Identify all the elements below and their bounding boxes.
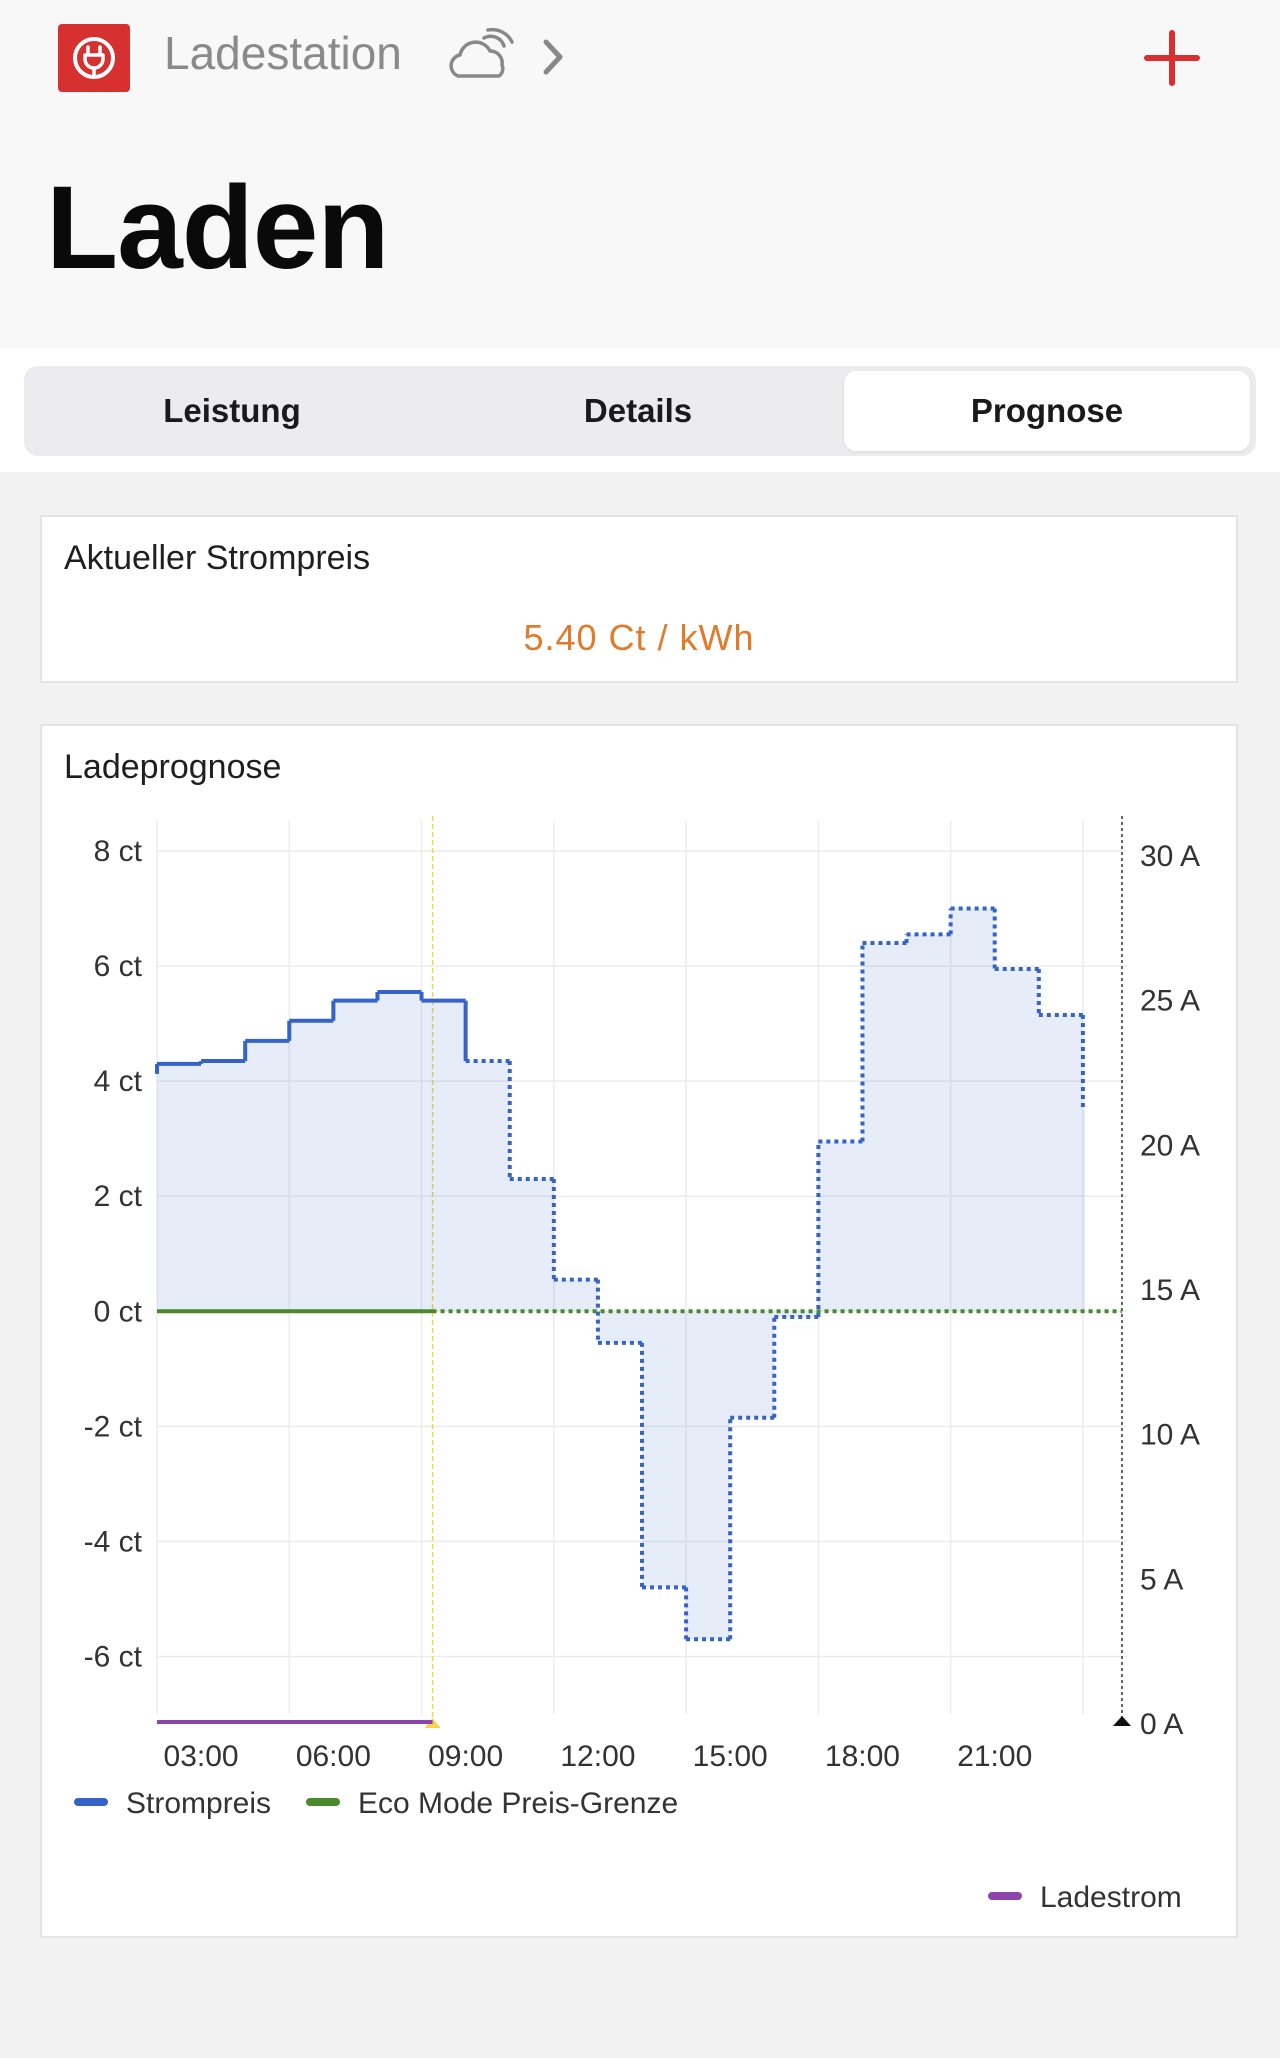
legend-label-eco: Eco Mode Preis-Grenze xyxy=(358,1787,678,1820)
y-left-tick-label: -2 ct xyxy=(84,1410,143,1443)
add-button[interactable] xyxy=(1134,26,1210,90)
y-right-tick-label: 15 A xyxy=(1140,1274,1200,1307)
y-right-tick-label: 5 A xyxy=(1140,1563,1183,1596)
x-tick-label: 03:00 xyxy=(164,1740,239,1773)
y-right-tick-label: 20 A xyxy=(1140,1129,1200,1162)
price-area xyxy=(157,908,1085,1640)
y-left-tick-label: 2 ct xyxy=(94,1180,143,1213)
y-left-tick-label: -6 ct xyxy=(84,1640,143,1673)
plus-icon xyxy=(1144,30,1200,86)
x-tick-label: 09:00 xyxy=(428,1740,503,1773)
cloud-icon xyxy=(444,26,516,89)
top-bar: Ladestation Laden xyxy=(0,0,1280,348)
y-left-tick-label: 0 ct xyxy=(94,1295,143,1328)
tab-bar: Leistung Details Prognose xyxy=(24,366,1256,456)
y-left-tick-label: 8 ct xyxy=(94,835,143,868)
forecast-card: Ladeprognose 8 ct 6 ct 4 ct 2 ct 0 ct -2 ct -4… xyxy=(40,724,1238,1938)
tab-leistung[interactable]: Leistung xyxy=(163,392,301,429)
forecast-card-title: Ladeprognose xyxy=(64,748,282,786)
breadcrumb[interactable]: Ladestation xyxy=(164,27,402,79)
x-tick-label: 21:00 xyxy=(957,1740,1032,1773)
tab-details[interactable]: Details xyxy=(583,392,693,429)
x-tick-label: 06:00 xyxy=(296,1740,371,1773)
chevron-right-icon[interactable] xyxy=(538,36,568,83)
y-left-tick-label: -4 ct xyxy=(84,1525,143,1558)
legend-swatch-strompreis xyxy=(74,1798,108,1806)
forecast-chart: 8 ct 6 ct 4 ct 2 ct 0 ct -2 ct -4 ct -6 ct 30 A 2… xyxy=(74,816,1200,1914)
y-right-tick-label: 0 A xyxy=(1140,1708,1183,1741)
x-tick-label: 15:00 xyxy=(693,1740,768,1773)
plug-icon[interactable] xyxy=(58,24,130,92)
y-right-tick-label: 10 A xyxy=(1140,1419,1200,1452)
x-tick-label: 12:00 xyxy=(560,1740,635,1773)
current-price-value: 5.40 Ct / kWh xyxy=(523,617,755,658)
legend-label-strompreis: Strompreis xyxy=(126,1787,271,1820)
y-right-tick-label: 25 A xyxy=(1140,985,1200,1018)
legend-swatch-ladestrom xyxy=(988,1892,1022,1900)
price-card-title: Aktueller Strompreis xyxy=(64,539,371,577)
y-left-tick-label: 6 ct xyxy=(94,950,143,983)
page-title: Laden xyxy=(46,162,389,294)
price-line-forecast xyxy=(465,906,1085,1642)
tab-prognose[interactable]: Prognose xyxy=(844,371,1250,451)
x-tick-label: 18:00 xyxy=(825,1740,900,1773)
y-left-tick-label: 4 ct xyxy=(94,1065,143,1098)
price-line-actual xyxy=(155,989,468,1074)
price-card: Aktueller Strompreis 5.40 Ct / kWh xyxy=(40,515,1238,683)
tab-bar-container: Leistung Details Prognose xyxy=(0,348,1280,472)
legend-swatch-eco xyxy=(306,1798,340,1806)
y-right-tick-label: 30 A xyxy=(1140,840,1200,873)
legend-label-ladestrom: Ladestrom xyxy=(1040,1881,1182,1914)
end-marker xyxy=(1113,1716,1131,1726)
